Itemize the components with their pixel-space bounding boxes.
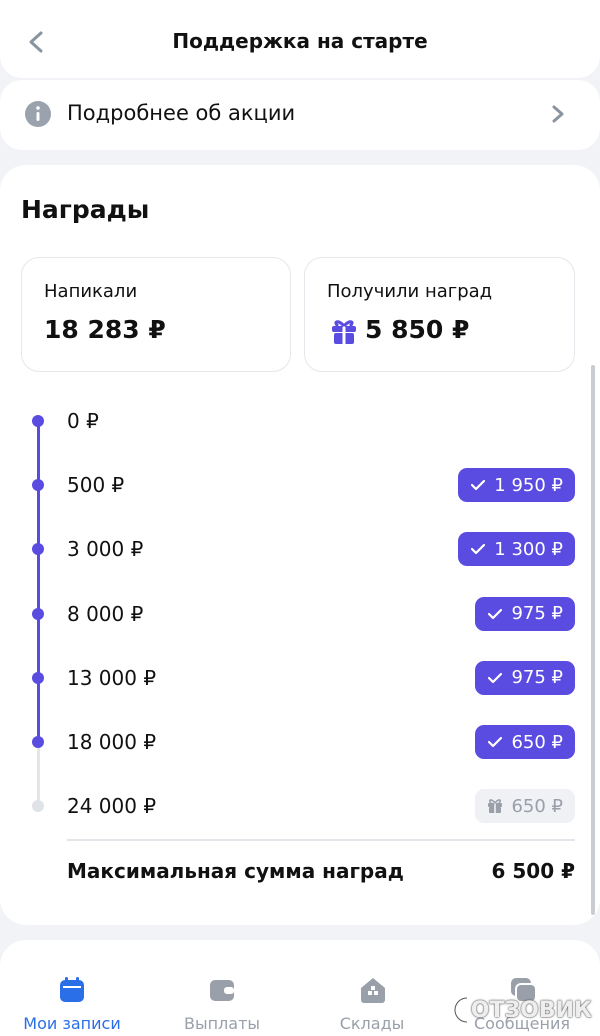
- gift-icon: [488, 799, 503, 815]
- page-title: Поддержка на старте: [172, 29, 428, 53]
- stat-card: [304, 257, 575, 372]
- nav-label[interactable]: Выплаты: [183, 1014, 261, 1033]
- nav-icon: [511, 978, 537, 1003]
- level-threshold: 18 000 ₽: [67, 730, 157, 754]
- timeline-dot: [32, 671, 44, 684]
- info-icon: [25, 101, 51, 127]
- timeline-dot: [32, 800, 44, 813]
- level-threshold: 0 ₽: [67, 409, 99, 433]
- check-icon: [488, 608, 503, 619]
- check-icon: [488, 672, 503, 683]
- level-threshold: 13 000 ₽: [67, 665, 157, 690]
- timeline-dot: [32, 479, 44, 492]
- check-icon: [488, 736, 503, 748]
- gift-icon: [332, 320, 356, 345]
- reward-badge: 650 ₽: [475, 725, 575, 759]
- level-threshold: 8 000 ₽: [67, 601, 144, 626]
- reward-amount: 1 300 ₽: [494, 538, 563, 560]
- divider: [67, 839, 575, 841]
- reward-amount: 1 950 ₽: [494, 474, 563, 496]
- timeline-line: [36, 421, 40, 742]
- max-label: Максимальная сумма наград: [67, 859, 404, 883]
- timeline-dot: [32, 736, 44, 748]
- level-threshold: 500 ₽: [67, 473, 125, 498]
- header: [0, 0, 600, 78]
- section-title: Награды: [21, 195, 150, 224]
- check-icon: [471, 480, 486, 491]
- timeline-dot: [32, 415, 44, 427]
- nav-icon: [361, 978, 385, 1003]
- timeline-line: [36, 742, 40, 807]
- stat-value: 18 283 ₽: [44, 315, 166, 344]
- timeline-dot: [32, 607, 44, 620]
- level-threshold: 3 000 ₽: [67, 537, 144, 562]
- reward-badge: 650 ₽: [475, 789, 575, 824]
- reward-badge: 975 ₽: [475, 660, 575, 695]
- max-value: 6 500 ₽: [491, 859, 575, 883]
- reward-amount: 650 ₽: [511, 795, 563, 817]
- nav-icon: [210, 980, 234, 1001]
- reward-badge: 1 950 ₽: [458, 468, 575, 503]
- level-threshold: 24 000 ₽: [67, 794, 157, 819]
- back-button[interactable]: [26, 30, 46, 54]
- stat-value: 5 850 ₽: [365, 315, 470, 344]
- nav-label[interactable]: Склады: [339, 1014, 405, 1033]
- reward-badge: 1 300 ₽: [458, 532, 575, 567]
- chevron: [552, 105, 564, 123]
- info-label: Подробнее об акции: [67, 101, 296, 125]
- info-row[interactable]: [0, 80, 600, 150]
- stat-card: [21, 257, 291, 372]
- scrollbar: [591, 365, 595, 915]
- reward-badge: 975 ₽: [475, 596, 575, 631]
- bottom-nav: [0, 940, 600, 1036]
- reward-amount: 975 ₽: [511, 603, 563, 625]
- check-icon: [471, 544, 486, 555]
- nav-icon: [60, 977, 84, 1002]
- stat-label: Напикали: [44, 281, 138, 302]
- reward-amount: 650 ₽: [511, 731, 563, 753]
- watermark-text: ОТЗОВИК: [470, 997, 592, 1023]
- watermark: ОТЗОВИК: [452, 994, 592, 1026]
- watermark-logo: [453, 996, 467, 1024]
- reward-amount: 975 ₽: [511, 667, 563, 689]
- stat-label: Получили наград: [327, 281, 493, 302]
- timeline-dot: [32, 543, 44, 556]
- nav-label[interactable]: Сообщения: [473, 1014, 570, 1033]
- nav-label[interactable]: Мои записи: [23, 1014, 121, 1033]
